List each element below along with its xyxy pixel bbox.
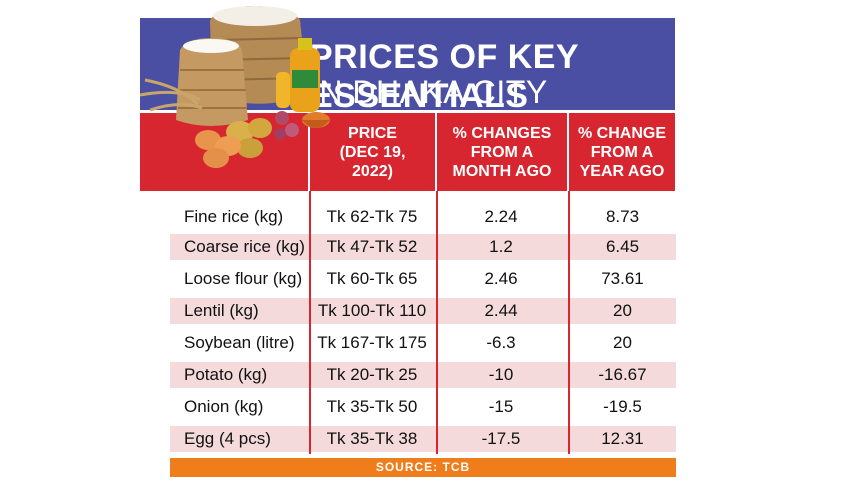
column-divider	[436, 191, 438, 454]
item-name: Egg (4 pcs)	[184, 429, 271, 448]
year-change-cell: 20	[613, 333, 632, 352]
month-change-cell: 2.46	[484, 269, 518, 288]
table-row: Potato (kg) Tk 20-Tk 25 -10 -16.67	[170, 362, 676, 388]
item-name: Loose flour (kg)	[184, 269, 303, 288]
month-change-cell: -6.3	[486, 333, 516, 352]
year-change-cell: 6.45	[605, 237, 640, 256]
title-line-2: IN DHAKA CITY	[310, 74, 548, 110]
item-name: Fine rice (kg)	[184, 207, 284, 226]
price-cell: Tk 167-Tk 175	[317, 333, 427, 352]
price-cell: Tk 20-Tk 25	[326, 365, 418, 384]
month-change-cell: 1.2	[489, 237, 513, 256]
year-change-cell: 8.73	[605, 207, 640, 226]
table-row: Fine rice (kg) Tk 62-Tk 75 2.24 8.73	[170, 204, 676, 230]
year-change-cell: 73.61	[601, 269, 644, 288]
header-year-change: % CHANGE FROM A YEAR AGO	[577, 124, 666, 180]
month-change-cell: -15	[488, 397, 514, 416]
price-cell: Tk 62-Tk 75	[326, 207, 418, 226]
item-name: Soybean (litre)	[184, 333, 295, 352]
price-cell: Tk 47-Tk 52	[326, 237, 418, 256]
year-change-cell: -19.5	[603, 397, 642, 416]
header-price: PRICE (DEC 19, 2022)	[339, 124, 406, 180]
item-name: Onion (kg)	[184, 397, 264, 416]
year-change-cell: 20	[613, 301, 632, 320]
month-change-cell: -17.5	[481, 429, 521, 448]
table-row: Lentil (kg) Tk 100-Tk 110 2.44 20	[170, 298, 676, 324]
item-name: Potato (kg)	[184, 365, 268, 384]
price-cell: Tk 60-Tk 65	[326, 269, 418, 288]
price-cell: Tk 35-Tk 38	[326, 429, 418, 448]
header-divider	[308, 113, 310, 191]
price-cell: Tk 35-Tk 50	[326, 397, 418, 416]
header-month-change: % CHANGES FROM A MONTH AGO	[452, 124, 552, 180]
source-note: SOURCE: TCB	[170, 458, 676, 477]
column-divider	[568, 191, 570, 454]
item-name: Coarse rice (kg)	[184, 237, 305, 256]
month-change-cell: 2.24	[484, 207, 518, 226]
month-change-cell: -10	[488, 365, 514, 384]
year-change-cell: -16.67	[598, 365, 647, 384]
header-divider	[567, 113, 569, 191]
title-line-1: PRICES OF KEY ESSENTIALS	[310, 38, 579, 115]
table-row: Coarse rice (kg) Tk 47-Tk 52 1.2 6.45	[170, 234, 676, 260]
year-change-cell: 12.31	[601, 429, 644, 448]
table-row: Onion (kg) Tk 35-Tk 50 -15 -19.5	[170, 394, 676, 420]
column-divider	[309, 191, 311, 454]
table-row: Soybean (litre) Tk 167-Tk 175 -6.3 20	[170, 330, 676, 356]
table-row: Egg (4 pcs) Tk 35-Tk 38 -17.5 12.31	[170, 426, 676, 452]
price-cell: Tk 100-Tk 110	[317, 301, 427, 320]
table-row: Loose flour (kg) Tk 60-Tk 65 2.46 73.61	[170, 266, 676, 292]
header-divider	[435, 113, 437, 191]
groceries-illustration	[140, 6, 330, 168]
item-name: Lentil (kg)	[184, 301, 259, 320]
month-change-cell: 2.44	[484, 301, 518, 320]
